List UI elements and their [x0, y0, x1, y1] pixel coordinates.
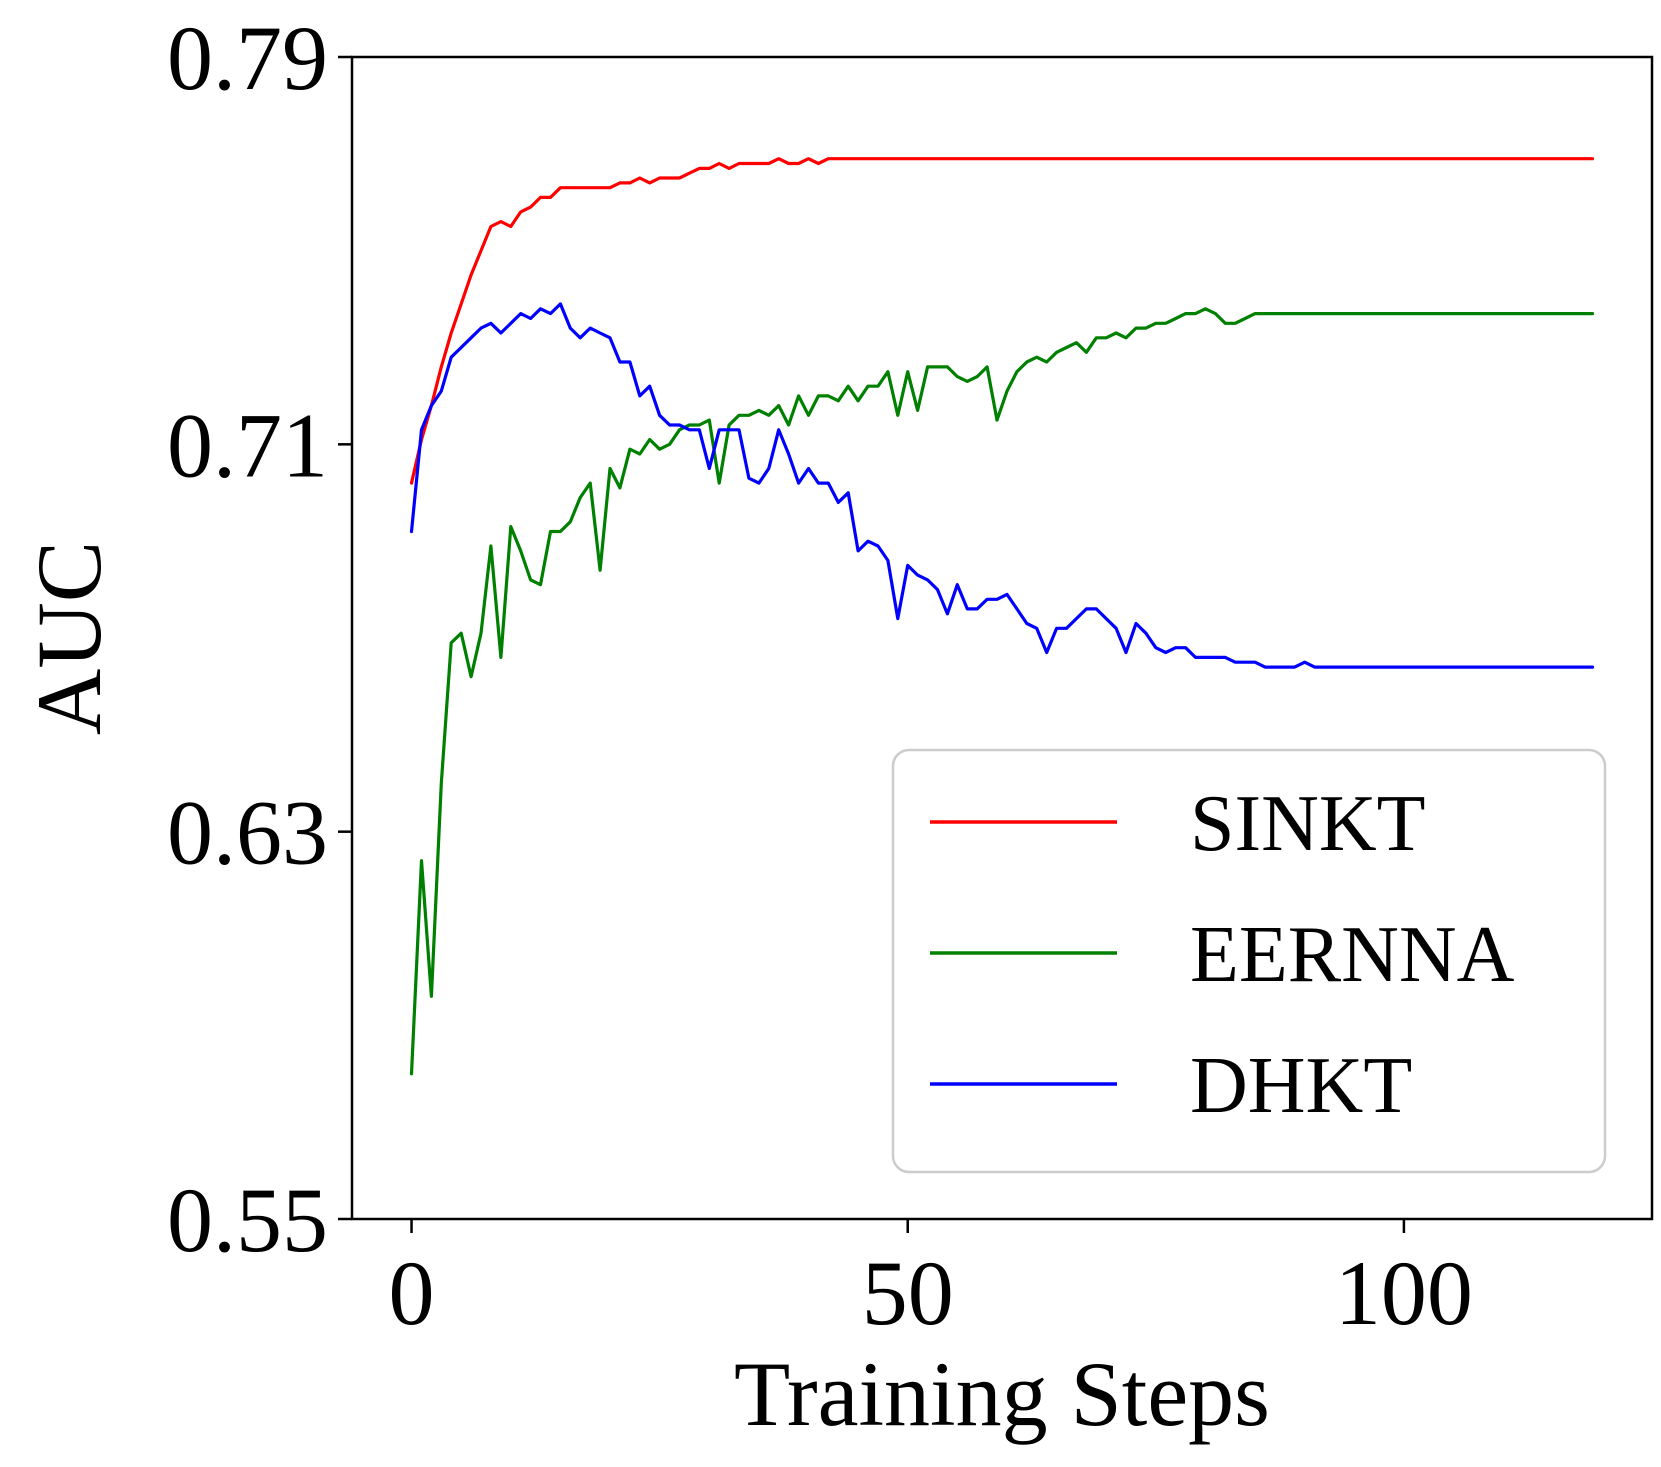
y-axis-label: AUC — [18, 541, 120, 735]
y-tick-label: 0.63 — [167, 782, 328, 884]
x-tick-label: 100 — [1335, 1242, 1473, 1344]
legend: SINKT EERNNA DHKT — [891, 748, 1607, 1174]
legend-label-eernna: EERNNA — [1190, 911, 1515, 999]
series-line-sinkt — [409, 157, 1595, 485]
series-line-dhkt — [409, 302, 1595, 669]
y-tick-label: 0.71 — [167, 394, 328, 496]
legend-label-sinkt: SINKT — [1190, 780, 1426, 868]
y-tick-label: 0.55 — [167, 1169, 328, 1271]
legend-box — [891, 748, 1607, 1174]
plot-frame — [350, 55, 1654, 1221]
x-axis-label: Training Steps — [734, 1343, 1270, 1445]
x-tick-label: 50 — [862, 1242, 954, 1344]
series-line-eernna — [409, 307, 1595, 1076]
x-tick-label: 0 — [389, 1242, 435, 1344]
y-tick-label: 0.79 — [167, 7, 328, 109]
plot-area — [409, 157, 1595, 1076]
axes: 0 50 100 0.55 0.63 0.71 0.79 — [167, 7, 1473, 1344]
legend-label-dhkt: DHKT — [1190, 1042, 1412, 1130]
